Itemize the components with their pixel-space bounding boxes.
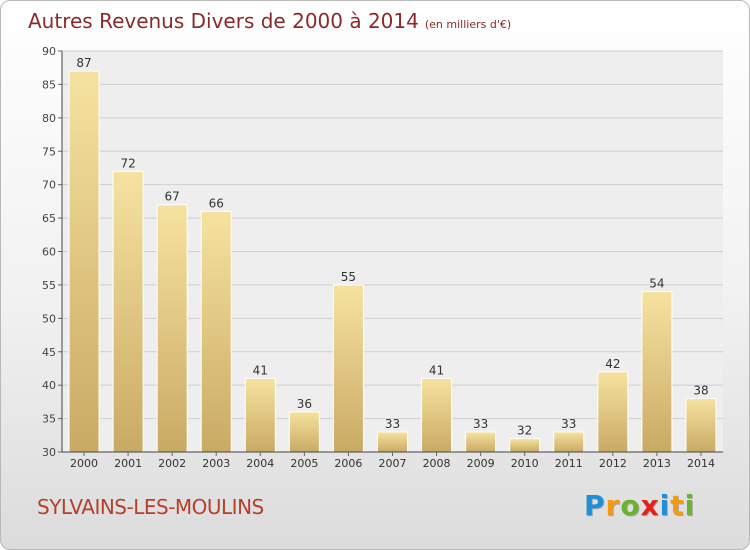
bar-2012 [597, 371, 629, 453]
logo-letter: P [584, 489, 606, 522]
y-tick-label: 70 [42, 179, 56, 192]
chart-subtitle: (en milliers d'€) [424, 18, 512, 31]
y-tick-label: 35 [42, 413, 56, 426]
value-label-2006: 55 [341, 270, 356, 284]
x-tick-label-2004: 2004 [246, 457, 274, 470]
x-tick-label-2008: 2008 [423, 457, 451, 470]
proxiti-logo: Proxiti [584, 489, 695, 522]
bars: 87 72 67 66 41 36 55 33 41 33 32 33 42 54 38 [68, 56, 717, 453]
x-tick-label-2011: 2011 [555, 457, 583, 470]
y-tick-label: 50 [42, 312, 56, 325]
value-label-2010: 32 [517, 424, 532, 438]
logo-letter: i [684, 489, 696, 522]
bar-2005 [288, 411, 320, 453]
bar-2004 [244, 377, 276, 453]
commune-name: SYLVAINS-LES-MOULINS [37, 495, 264, 519]
chart-title: Autres Revenus Divers de 2000 à 2014 (en … [28, 9, 511, 33]
x-tick-label-2007: 2007 [379, 457, 407, 470]
axes: 30 35 40 45 50 55 60 65 70 75 80 85 90 2000 2001 2002 20… [42, 45, 723, 470]
x-tick-label-2000: 2000 [70, 457, 98, 470]
value-label-2005: 36 [297, 397, 312, 411]
value-label-2014: 38 [693, 384, 708, 398]
y-tick-label: 65 [42, 212, 56, 225]
bar-2006 [332, 284, 364, 453]
logo-letter: x [640, 489, 660, 522]
value-label-2002: 67 [165, 190, 180, 204]
x-tick-label-2003: 2003 [202, 457, 230, 470]
value-label-2001: 72 [120, 156, 135, 170]
x-tick-label-2012: 2012 [599, 457, 627, 470]
y-tick-label: 85 [42, 78, 56, 91]
value-label-2009: 33 [473, 417, 488, 431]
bar-2009 [465, 431, 497, 453]
y-tick-label: 60 [42, 246, 56, 259]
value-label-2012: 42 [605, 357, 620, 371]
bar-2003 [200, 210, 232, 453]
value-label-2000: 87 [76, 56, 91, 70]
y-tick-label: 45 [42, 346, 56, 359]
logo-letter: t [670, 489, 685, 522]
y-tick-label: 40 [42, 379, 56, 392]
bar-2002 [156, 204, 188, 453]
bar-2011 [553, 431, 585, 453]
x-tick-label-2002: 2002 [158, 457, 186, 470]
value-label-2008: 41 [429, 363, 444, 377]
value-label-2004: 41 [253, 363, 268, 377]
bar-2013 [641, 291, 673, 453]
logo-letter: o [620, 489, 641, 522]
x-tick-label-2005: 2005 [290, 457, 318, 470]
y-tick-label: 55 [42, 279, 56, 292]
value-label-2013: 54 [649, 277, 664, 291]
y-tick-label: 90 [42, 45, 56, 58]
x-tick-label-2014: 2014 [687, 457, 715, 470]
x-tick-label-2009: 2009 [467, 457, 495, 470]
x-tick-label-2001: 2001 [114, 457, 142, 470]
bar-2008 [421, 377, 453, 453]
y-tick-label: 30 [42, 446, 56, 459]
bar-2007 [377, 431, 408, 453]
y-tick-label: 80 [42, 112, 56, 125]
value-label-2003: 66 [209, 196, 224, 210]
x-tick-label-2006: 2006 [334, 457, 362, 470]
x-tick-label-2013: 2013 [643, 457, 671, 470]
value-label-2007: 33 [385, 417, 400, 431]
x-tick-label-2010: 2010 [511, 457, 539, 470]
bar-2014 [685, 398, 717, 453]
logo-letter: r [605, 489, 621, 522]
chart-title-text: Autres Revenus Divers de 2000 à 2014 [28, 9, 419, 33]
bar-2010 [509, 438, 541, 453]
logo-letter: i [659, 489, 671, 522]
bar-2001 [112, 170, 144, 453]
value-label-2011: 33 [561, 417, 576, 431]
bar-2000 [68, 70, 100, 453]
y-tick-label: 75 [42, 145, 56, 158]
